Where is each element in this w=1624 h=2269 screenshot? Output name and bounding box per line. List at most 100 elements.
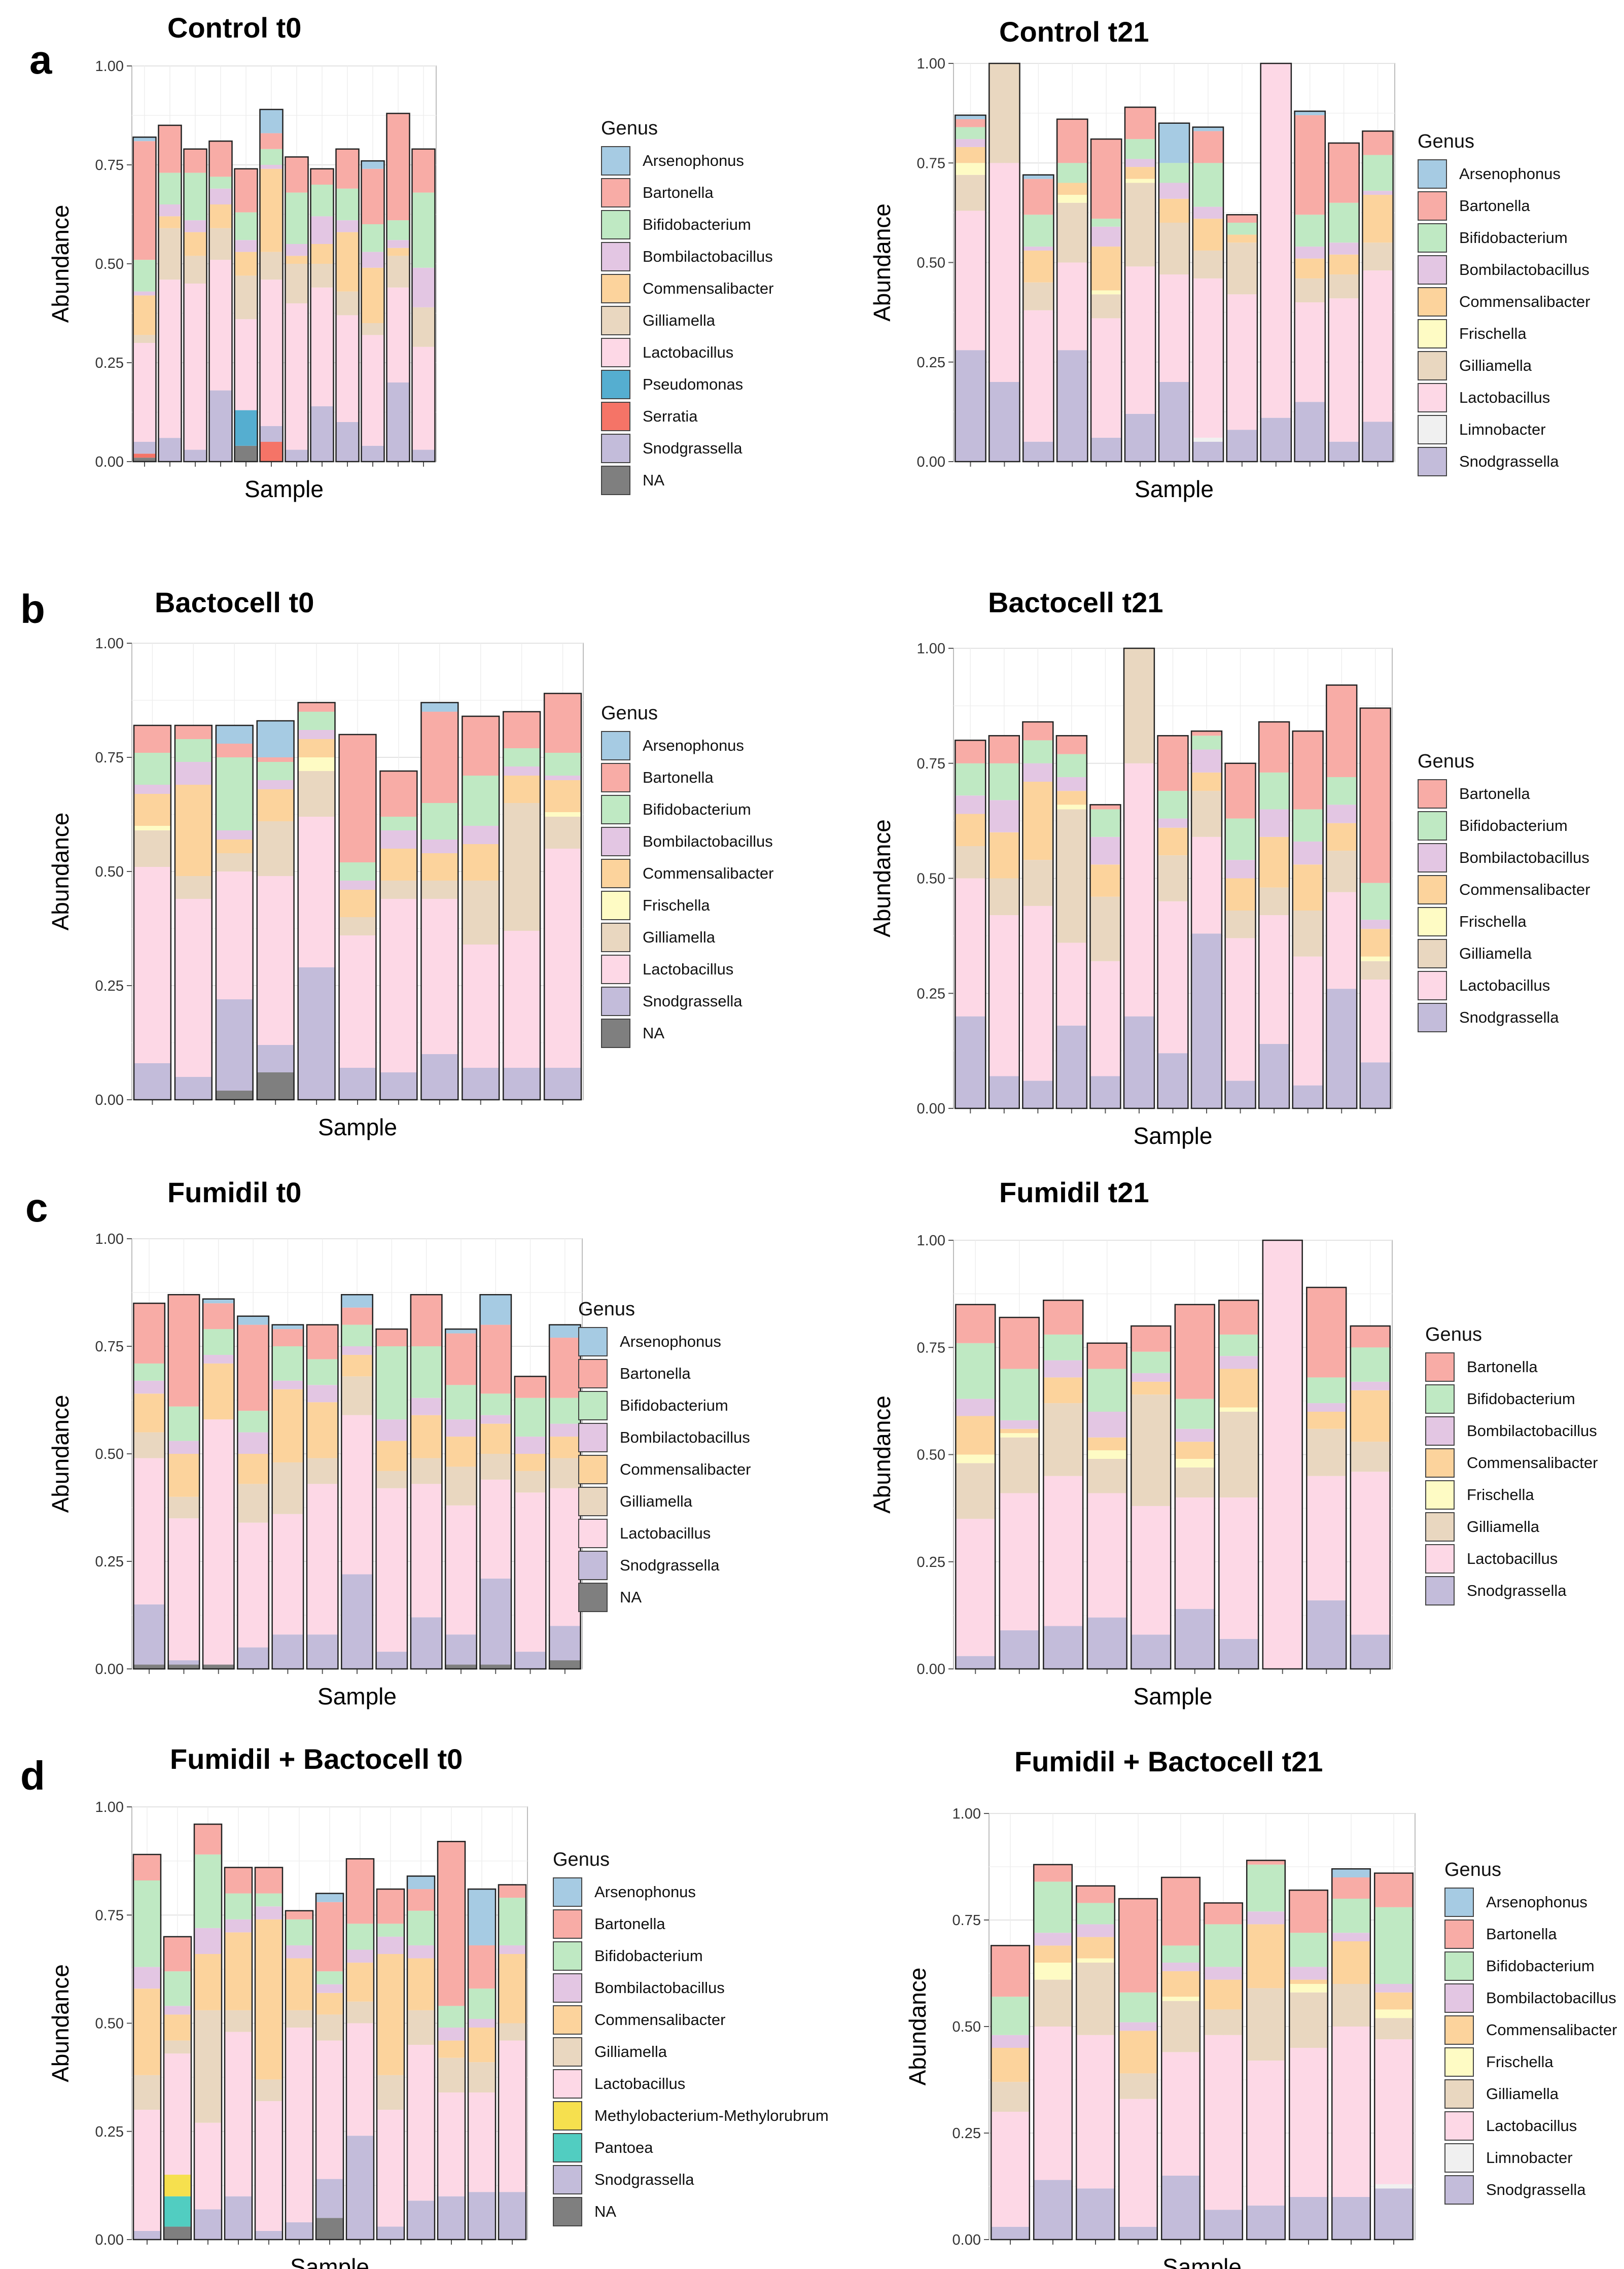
bar-segment-lactobacillus xyxy=(158,280,182,438)
legend-label: Lactobacillus xyxy=(643,960,734,978)
y-tick-label: 1.00 xyxy=(917,56,945,72)
bar-sample-2 xyxy=(167,1294,200,1670)
bar-segment-gilliamella xyxy=(1119,2073,1157,2099)
bar-segment-gilliamella xyxy=(988,878,1019,916)
bar-sample-7 xyxy=(379,770,418,1101)
bar-segment-lactobacillus xyxy=(1350,1472,1390,1635)
bar-segment-arsenophonus xyxy=(341,1295,373,1308)
bar-segment-snodgrassella xyxy=(306,1634,338,1669)
bar-segment-na xyxy=(445,1664,477,1669)
bar-segment-bartonella xyxy=(988,736,1019,763)
bar-segment-snodgrassella xyxy=(194,2209,222,2240)
bar-segment-lactobacillus xyxy=(1191,836,1222,934)
bar-segment-bartonella xyxy=(260,133,283,149)
bar-segment-gilliamella xyxy=(1292,910,1323,957)
bar-sample-11 xyxy=(543,692,582,1101)
bar-segment-commensalibacter xyxy=(1292,864,1323,911)
bar-segment-commensalibacter xyxy=(158,216,182,228)
bar-segment-arsenophonus xyxy=(480,1295,511,1325)
bar-segment-lactobacillus xyxy=(203,1419,234,1665)
bar-segment-gilliamella xyxy=(1175,1467,1215,1497)
legend-swatch xyxy=(601,922,630,952)
legend-swatch xyxy=(578,1390,608,1420)
bar-segment-lactobacillus xyxy=(133,2110,161,2231)
bar-segment-lactobacillus xyxy=(380,899,417,1072)
legend: Genus Arsenophonus Bartonella Bifidobacteri… xyxy=(1444,1859,1617,2206)
bar-segment-bombilactobacillus xyxy=(133,1967,161,1989)
legend-item: Bifidobacterium xyxy=(578,1389,751,1421)
bar-segment-bombilactobacillus xyxy=(1034,1933,1072,1946)
bar-segment-snodgrassella xyxy=(336,422,359,462)
bar-sample-5 xyxy=(254,1867,284,2241)
bar-segment-pseudomonas xyxy=(234,410,258,446)
bar-segment-lactobacillus xyxy=(346,2023,374,2136)
bar-segment-bombilactobacillus xyxy=(255,1906,283,1919)
bar-segment-lactobacillus xyxy=(255,2101,283,2231)
legend-item: Bombilactobacillus xyxy=(601,825,773,857)
bar-segment-bifidobacterium xyxy=(1226,223,1257,235)
legend-item: Lactobacillus xyxy=(1425,1543,1598,1575)
bar-segment-arsenophonus xyxy=(1192,127,1224,131)
legend-label: Lactobacillus xyxy=(643,343,734,361)
legend-swatch xyxy=(1444,1919,1474,1949)
bar-segment-lactobacillus xyxy=(1307,1476,1347,1600)
bar-segment-snodgrassella xyxy=(255,2230,283,2240)
bar-segment-bifidobacterium xyxy=(1219,1334,1259,1356)
bar-sample-5 xyxy=(1090,138,1122,463)
bar-segment-bartonella xyxy=(1204,1903,1243,1925)
bar-segment-bartonella xyxy=(341,1307,373,1325)
legend-label: Frischella xyxy=(643,896,710,914)
bar-outline xyxy=(376,1888,405,2241)
bar-segment-bombilactobacillus xyxy=(1362,191,1393,195)
bar-segment-snodgrassella xyxy=(989,382,1020,462)
bar-outline xyxy=(338,734,377,1101)
bar-segment-bartonella xyxy=(272,1329,304,1346)
bar-segment-bartonella xyxy=(1124,107,1156,139)
bar-segment-gilliamella xyxy=(1087,1458,1127,1493)
y-tick-label: 0.00 xyxy=(95,2232,124,2248)
bar-segment-bombilactobacillus xyxy=(339,881,376,890)
bar-segment-gilliamella xyxy=(209,228,232,260)
bar-segment-lactobacillus xyxy=(549,1488,581,1626)
bar-segment-bifidobacterium xyxy=(184,172,207,221)
bar-segment-frischella xyxy=(1087,1450,1127,1459)
legend-item: Frischella xyxy=(1425,1479,1598,1511)
bar-segment-bifidobacterium xyxy=(133,1880,161,1967)
bar-segment-snodgrassella xyxy=(133,1604,165,1665)
legend-item: Bombilactobacillus xyxy=(1418,254,1590,286)
bar-segment-bifidobacterium xyxy=(549,1398,581,1424)
legend-label: NA xyxy=(643,1024,665,1042)
bar-segment-commensalibacter xyxy=(514,1454,546,1471)
bar-segment-lactobacillus xyxy=(298,817,335,967)
bar-segment-bombilactobacillus xyxy=(412,267,435,307)
bar-segment-bartonella xyxy=(216,744,253,757)
bar-sample-6 xyxy=(1123,647,1155,1109)
bar-segment-bifidobacterium xyxy=(285,192,308,244)
bar-segment-commensalibacter xyxy=(1119,2031,1157,2074)
bar-segment-gilliamella xyxy=(1022,860,1053,906)
bar-sample-9 xyxy=(410,1294,443,1670)
bar-segment-na xyxy=(234,445,258,462)
legend-item: Lactobacillus xyxy=(578,1517,751,1549)
bar-segment-lactobacillus xyxy=(468,2092,496,2192)
bar-segment-commensalibacter xyxy=(445,1437,477,1467)
legend-item: Frischella xyxy=(1444,2046,1617,2078)
bar-segment-snodgrassella xyxy=(346,2136,374,2240)
legend-item: Bifidobacterium xyxy=(1425,1383,1598,1415)
bar-segment-bartonella xyxy=(1247,1860,1285,1865)
bar-outline xyxy=(1022,721,1054,1109)
legend-label: Gilliamella xyxy=(1459,356,1532,374)
legend-swatch xyxy=(553,1973,582,2003)
bar-segment-bartonella xyxy=(168,1295,200,1407)
bar-segment-gilliamella xyxy=(1307,1428,1347,1476)
bar-segment-snodgrassella xyxy=(999,1630,1039,1669)
bar-outline xyxy=(208,140,233,463)
legend-label: Bombilactobacillus xyxy=(1467,1421,1597,1440)
bar-segment-bombilactobacillus xyxy=(1326,805,1357,823)
legend-swatch xyxy=(1444,1951,1474,1981)
bar-outline xyxy=(1328,142,1360,463)
bar-outline xyxy=(999,1316,1040,1670)
x-axis-title: Sample xyxy=(1134,1683,1213,1709)
legend-swatch xyxy=(553,1877,582,1907)
bar-segment-bifidobacterium xyxy=(407,1910,435,1945)
